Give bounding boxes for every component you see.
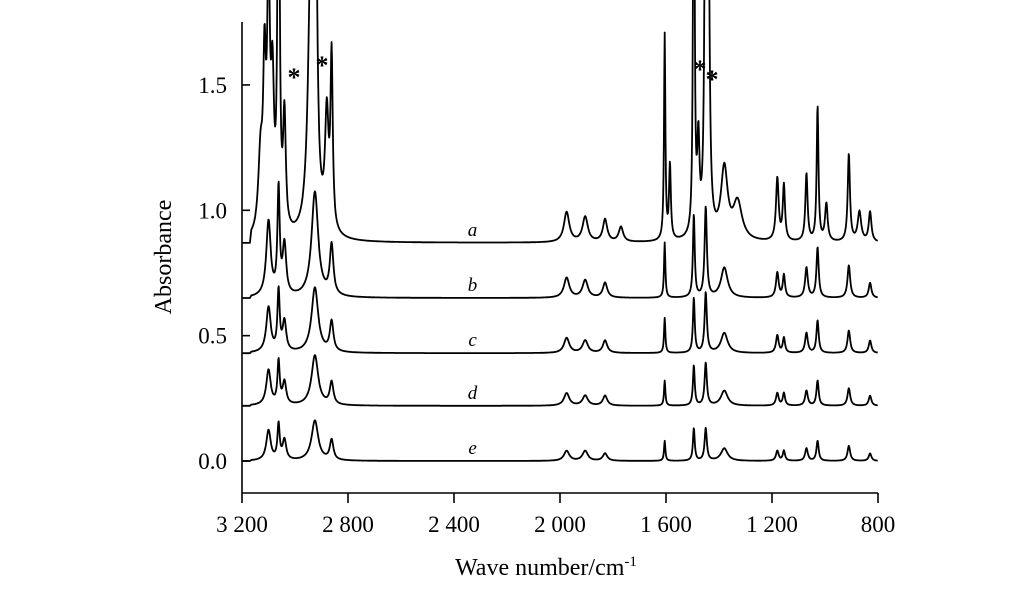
x-tick-label: 3 200 bbox=[216, 512, 268, 537]
peak-asterisk: * bbox=[694, 55, 707, 84]
x-tick-label: 2 000 bbox=[534, 512, 586, 537]
series-label-c: c bbox=[468, 330, 477, 351]
spectrum-trace-b bbox=[242, 180, 879, 299]
x-axis-title-main: Wave number/cm bbox=[455, 555, 625, 581]
x-tick-label: 800 bbox=[861, 512, 896, 537]
series-label-d: d bbox=[468, 383, 478, 404]
y-axis-title: Absorbance bbox=[151, 200, 177, 315]
y-tick-label: 1.0 bbox=[198, 198, 227, 223]
x-axis-title-superscript: -1 bbox=[624, 554, 637, 570]
axes bbox=[241, 22, 878, 494]
spectrum-trace-c bbox=[242, 285, 879, 355]
series-labels: a b c d e bbox=[468, 220, 478, 459]
series-label-e: e bbox=[468, 438, 476, 459]
spectrum-trace-e bbox=[242, 419, 879, 462]
y-ticks: 0.00.51.01.52.02.53.03.5 bbox=[198, 73, 250, 474]
y-tick-label: 1.5 bbox=[198, 73, 227, 98]
spectrum-trace-a bbox=[242, 0, 879, 244]
peak-asterisk: * bbox=[288, 63, 301, 92]
peak-asterisk: * bbox=[316, 51, 329, 80]
peak-asterisk: * bbox=[706, 65, 719, 94]
x-tick-label: 1 200 bbox=[746, 512, 798, 537]
spectrum-traces bbox=[242, 0, 879, 462]
series-label-a: a bbox=[468, 220, 478, 241]
x-tick-label: 1 600 bbox=[640, 512, 692, 537]
x-tick-label: 2 400 bbox=[428, 512, 480, 537]
y-tick-label: 0.5 bbox=[198, 324, 227, 349]
spectrum-trace-d bbox=[242, 354, 879, 407]
series-label-b: b bbox=[468, 275, 478, 296]
peak-markers: * * * * bbox=[288, 51, 719, 94]
x-ticks: 3 200 2 800 2 400 2 000 1 600 1 200 800 bbox=[216, 493, 895, 537]
x-axis-title: Wave number/cm-1 bbox=[455, 554, 637, 581]
x-tick-label: 2 800 bbox=[322, 512, 374, 537]
y-tick-label: 0.0 bbox=[198, 449, 227, 474]
